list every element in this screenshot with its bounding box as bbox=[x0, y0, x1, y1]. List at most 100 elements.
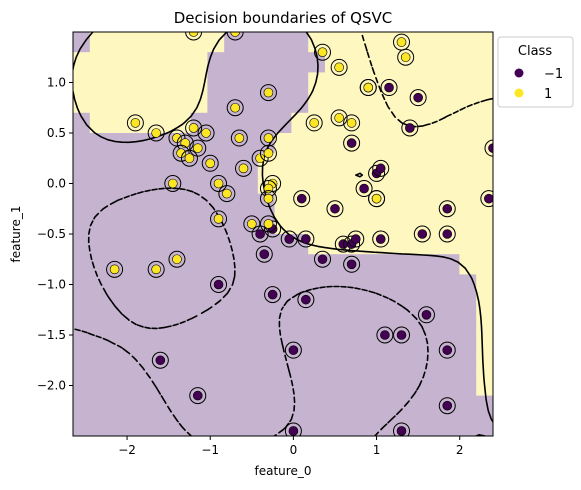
region-cell bbox=[106, 274, 124, 296]
support-vector-ring bbox=[234, 159, 252, 177]
data-point-class-pos bbox=[188, 123, 199, 133]
data-point-class-pos bbox=[346, 118, 357, 128]
support-vector-ring bbox=[226, 99, 244, 117]
margin-line bbox=[73, 187, 429, 436]
region-cell bbox=[157, 213, 175, 235]
region-cell bbox=[224, 375, 242, 397]
support-vector-ring bbox=[201, 154, 219, 172]
support-vector-ring bbox=[259, 215, 277, 233]
region-cell bbox=[73, 153, 91, 174]
region-cell bbox=[173, 274, 192, 296]
region-cell bbox=[291, 355, 309, 376]
region-cell bbox=[106, 314, 124, 336]
region-cell bbox=[207, 153, 225, 174]
region-cell bbox=[257, 395, 276, 417]
region-cell bbox=[190, 314, 208, 336]
region-cell bbox=[442, 52, 460, 73]
region-cell bbox=[341, 213, 360, 235]
region-cell bbox=[409, 254, 427, 275]
region-cell bbox=[157, 375, 175, 397]
region-cell bbox=[291, 173, 309, 195]
region-cell bbox=[89, 314, 108, 336]
data-point-class-neg bbox=[405, 123, 415, 133]
support-vector-ring bbox=[380, 79, 398, 97]
region-cell bbox=[291, 32, 309, 53]
data-point-class-pos bbox=[213, 214, 224, 224]
region-cell bbox=[459, 294, 477, 316]
data-point-class-pos bbox=[230, 102, 240, 113]
region-cell bbox=[106, 133, 124, 154]
support-vector-ring bbox=[330, 109, 348, 127]
region-cell bbox=[157, 274, 175, 296]
region-cell bbox=[106, 355, 124, 376]
region-cell bbox=[409, 415, 427, 436]
region-cell bbox=[425, 133, 444, 154]
support-vector-ring bbox=[172, 144, 190, 162]
region-cell bbox=[375, 254, 393, 275]
region-cell bbox=[308, 92, 326, 114]
data-point-class-neg bbox=[396, 426, 407, 436]
region-cell bbox=[173, 375, 192, 397]
region-cell bbox=[425, 153, 444, 174]
data-point-class-neg bbox=[317, 254, 328, 265]
y-axis: 1.0 0.5 0.0 −0.5 −1.0 −1.5 −2.0 bbox=[37, 76, 73, 393]
region-cell bbox=[358, 234, 376, 255]
region-cell bbox=[308, 133, 326, 154]
region-cell bbox=[274, 375, 292, 397]
region-cell bbox=[106, 395, 124, 417]
region-cell bbox=[123, 32, 141, 53]
region-cell bbox=[207, 72, 225, 94]
region-cell bbox=[274, 415, 292, 436]
region-cell bbox=[140, 32, 158, 53]
support-vector-ring bbox=[189, 139, 207, 157]
region-cell bbox=[106, 112, 124, 134]
x-tick-label: 2 bbox=[456, 443, 464, 457]
region-cell bbox=[241, 355, 259, 376]
region-cell bbox=[409, 335, 427, 356]
region-cell bbox=[442, 173, 460, 195]
region-cell bbox=[190, 234, 208, 255]
region-cell bbox=[409, 72, 427, 94]
support-vector-ring bbox=[185, 119, 203, 137]
region-cell bbox=[123, 193, 141, 215]
data-point-class-pos bbox=[109, 264, 120, 275]
region-cell bbox=[476, 415, 493, 436]
region-cell bbox=[409, 32, 427, 53]
region-cell bbox=[459, 314, 477, 336]
region-cell bbox=[341, 274, 360, 296]
support-vector-ring bbox=[355, 180, 373, 198]
region-cell bbox=[89, 72, 108, 94]
region-cell bbox=[140, 193, 158, 215]
region-cell bbox=[375, 173, 393, 195]
region-cell bbox=[325, 92, 343, 114]
region-cell bbox=[375, 274, 393, 296]
region-cell bbox=[425, 355, 444, 376]
support-vector-ring bbox=[330, 58, 348, 76]
support-vector-ring bbox=[438, 225, 456, 243]
support-vector-ring bbox=[255, 245, 273, 263]
region-cell bbox=[291, 112, 309, 134]
region-cell bbox=[442, 254, 460, 275]
support-vector-ring bbox=[413, 225, 431, 243]
region-cell bbox=[476, 355, 493, 376]
region-cell bbox=[241, 133, 259, 154]
region-cell bbox=[459, 193, 477, 215]
region-cell bbox=[123, 355, 141, 376]
region-cell bbox=[89, 153, 108, 174]
data-point-class-neg bbox=[255, 229, 265, 239]
region-cell bbox=[274, 112, 292, 134]
region-cell bbox=[442, 274, 460, 296]
region-cell bbox=[392, 193, 410, 215]
data-point-class-neg bbox=[375, 234, 386, 244]
support-vector-ring bbox=[480, 190, 493, 208]
region-cell bbox=[392, 395, 410, 417]
margin-line bbox=[355, 32, 493, 178]
region-cell bbox=[325, 335, 343, 356]
data-point-class-neg bbox=[192, 390, 203, 401]
support-vector-ring bbox=[368, 164, 386, 182]
region-cell bbox=[224, 335, 242, 356]
support-vector-ring bbox=[164, 175, 182, 192]
region-cell bbox=[207, 234, 225, 255]
data-point-class-pos bbox=[363, 82, 374, 93]
region-cell bbox=[190, 254, 208, 275]
